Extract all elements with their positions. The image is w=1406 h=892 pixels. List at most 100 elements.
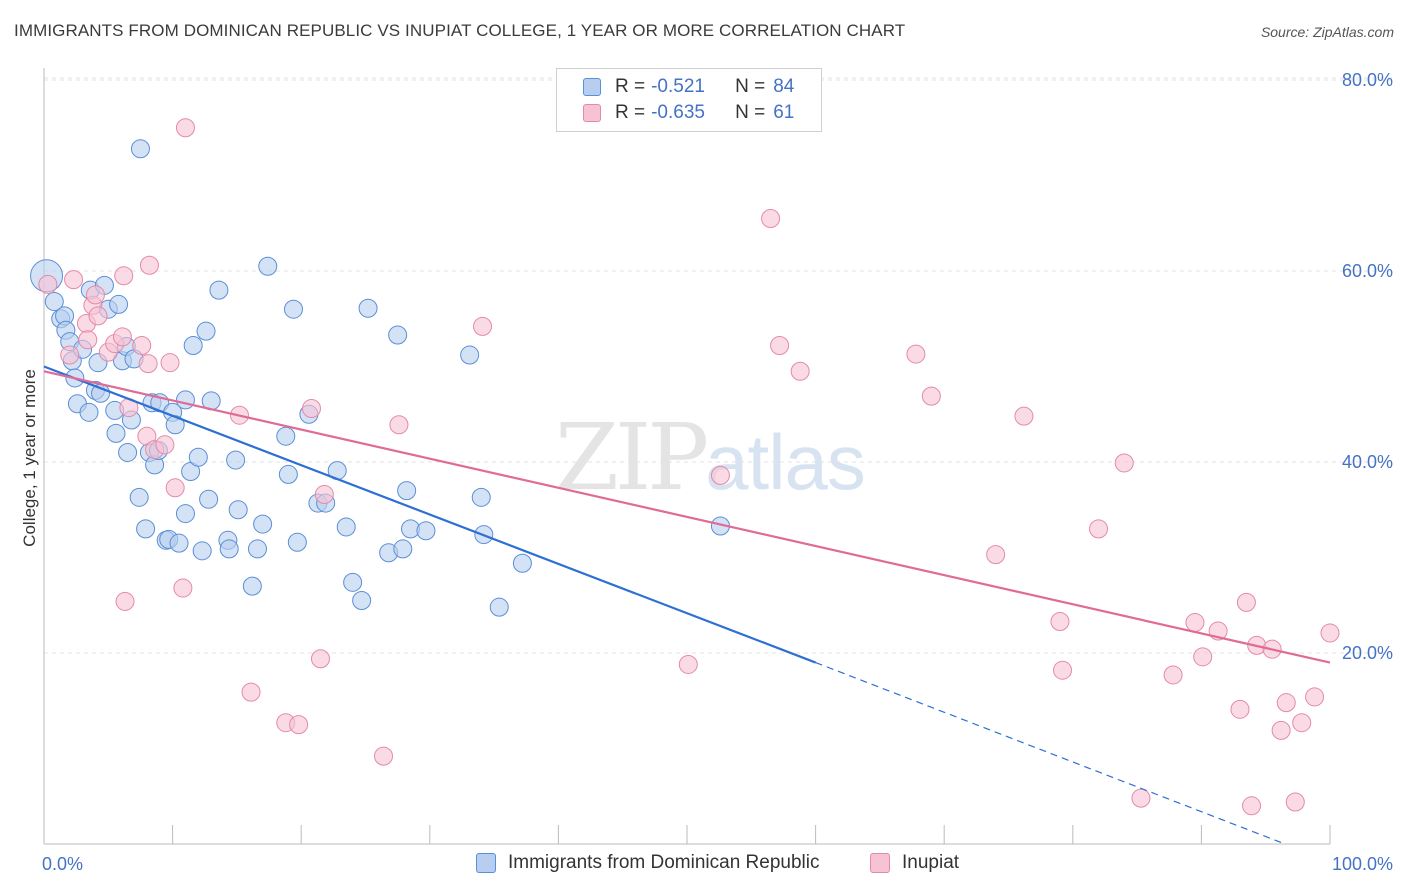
pink-data-point — [1163, 665, 1183, 685]
stats-legend: R = -0.521 N = 84 R = -0.635 N = 61 — [556, 68, 822, 132]
blue-swatch-icon — [476, 853, 496, 873]
pink-data-point — [88, 306, 108, 326]
pink-data-point — [678, 654, 698, 674]
pink-data-point — [1292, 713, 1312, 733]
blue-data-point — [106, 423, 126, 443]
series-legend-label: Immigrants from Dominican Republic — [508, 852, 820, 873]
pink-data-point — [921, 386, 941, 406]
blue-data-point — [512, 553, 532, 573]
source-credit: Source: ZipAtlas.com — [1260, 24, 1394, 40]
pink-data-point — [1271, 720, 1291, 740]
pink-data-point — [1276, 693, 1296, 713]
blue-data-point — [278, 464, 298, 484]
blue-data-point — [460, 345, 480, 365]
pink-data-point — [473, 316, 493, 336]
pink-data-point — [160, 353, 180, 373]
pink-trend-line — [43, 370, 1331, 664]
blue-data-point — [130, 139, 150, 159]
pink-data-point — [1053, 660, 1073, 680]
pink-swatch-icon — [870, 853, 890, 873]
pink-data-point — [790, 361, 810, 381]
pink-data-point — [138, 354, 158, 374]
blue-data-point — [175, 504, 195, 524]
pink-data-point — [173, 578, 193, 598]
pink-data-point — [1305, 687, 1325, 707]
pink-data-point — [114, 266, 134, 286]
y-axis-label: College, 1 year or more — [20, 369, 39, 547]
blue-data-point — [343, 572, 363, 592]
pink-data-point — [770, 335, 790, 355]
x-tick-label: 100.0% — [1332, 854, 1393, 874]
blue-data-point — [44, 292, 64, 312]
y-tick-label: 80.0% — [1342, 70, 1393, 90]
blue-data-point — [253, 514, 273, 534]
pink-data-point — [112, 327, 132, 347]
pink-data-point — [1230, 699, 1250, 719]
pink-data-point — [1320, 623, 1340, 643]
blue-data-point — [258, 256, 278, 276]
pink-data-point — [389, 415, 409, 435]
n-value: 61 — [773, 102, 795, 123]
pink-data-point — [38, 274, 58, 294]
blue-data-point — [192, 541, 212, 561]
n-label: N = — [735, 76, 766, 97]
blue-data-point — [129, 487, 149, 507]
pink-data-point — [1050, 611, 1070, 631]
pink-data-point — [310, 649, 330, 669]
blue-data-point — [336, 517, 356, 537]
stats-legend-row-blue: R = -0.521 N = 84 — [583, 74, 794, 100]
pink-data-point — [906, 344, 926, 364]
pink-data-point — [241, 682, 261, 702]
pink-swatch-icon — [583, 104, 601, 122]
pink-data-point — [132, 335, 152, 355]
blue-data-point — [118, 442, 138, 462]
x-tick-label: 0.0% — [42, 854, 83, 874]
r-label: R = — [615, 76, 646, 97]
pink-data-point — [1114, 453, 1134, 473]
n-label: N = — [735, 102, 766, 123]
blue-data-point — [247, 539, 267, 559]
blue-data-point — [169, 533, 189, 553]
pink-data-point — [1242, 796, 1262, 816]
blue-data-point — [209, 280, 229, 300]
blue-data-point — [109, 294, 129, 314]
stats-legend-row-pink: R = -0.635 N = 61 — [583, 100, 794, 126]
pink-data-point — [301, 399, 321, 419]
blue-data-point — [358, 298, 378, 318]
blue-data-point — [79, 402, 99, 422]
pink-data-point — [1193, 647, 1213, 667]
pink-data-point — [761, 208, 781, 228]
series-legend-item-inupiat: Inupiat — [870, 852, 959, 874]
blue-data-point — [183, 335, 203, 355]
pink-data-point — [1089, 519, 1109, 539]
pink-data-point — [314, 484, 334, 504]
blue-data-point — [242, 576, 262, 596]
pink-data-point — [374, 746, 394, 766]
blue-data-point — [416, 521, 436, 541]
pink-data-point — [986, 545, 1006, 565]
blue-data-point — [175, 390, 195, 410]
blue-data-point — [489, 597, 509, 617]
n-value: 84 — [773, 76, 795, 97]
blue-data-point — [283, 299, 303, 319]
pink-data-point — [710, 465, 730, 485]
pink-data-point — [289, 715, 309, 735]
pink-data-point — [175, 118, 195, 138]
r-value: -0.635 — [651, 102, 705, 123]
blue-trend-line — [43, 365, 816, 664]
chart-title: IMMIGRANTS FROM DOMINICAN REPUBLIC VS IN… — [14, 21, 906, 40]
y-tick-label: 20.0% — [1342, 643, 1393, 663]
y-tick-label: 40.0% — [1342, 452, 1393, 472]
blue-data-point — [199, 489, 219, 509]
series-legend-item-dominican: Immigrants from Dominican Republic — [476, 852, 820, 874]
blue-swatch-icon — [583, 78, 601, 96]
blue-data-point — [276, 426, 296, 446]
blue-data-point — [388, 325, 408, 345]
pink-data-point — [78, 330, 98, 350]
pink-data-point — [165, 478, 185, 498]
pink-data-point — [1285, 792, 1305, 812]
pink-data-point — [85, 285, 105, 305]
blue-data-point — [226, 450, 246, 470]
pink-data-point — [1131, 788, 1151, 808]
